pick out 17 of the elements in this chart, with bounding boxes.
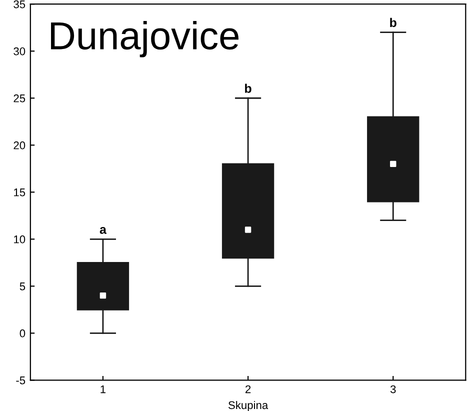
x-tick-label: 2	[246, 385, 251, 394]
y-tick-label: 30	[14, 47, 26, 56]
annotation: a	[100, 227, 107, 234]
annotation: b	[245, 84, 252, 93]
chart-title: Dunajovice	[51, 21, 238, 58]
y-tick-label: 20	[14, 141, 26, 150]
y-tick-label: -5	[16, 376, 26, 384]
x-axis-title: Skupina	[228, 400, 268, 411]
y-tick-label: 10	[14, 235, 26, 244]
y-tick-label: 35	[14, 0, 26, 8]
y-tick-label: 15	[14, 188, 26, 196]
annotation: b	[390, 18, 396, 28]
y-tick-label: 25	[14, 94, 26, 102]
x-tick-label: 3	[390, 385, 396, 394]
x-tick-label: 1	[100, 385, 106, 394]
y-tick-label: 5	[20, 282, 26, 290]
y-tick-label: 0	[20, 329, 26, 338]
